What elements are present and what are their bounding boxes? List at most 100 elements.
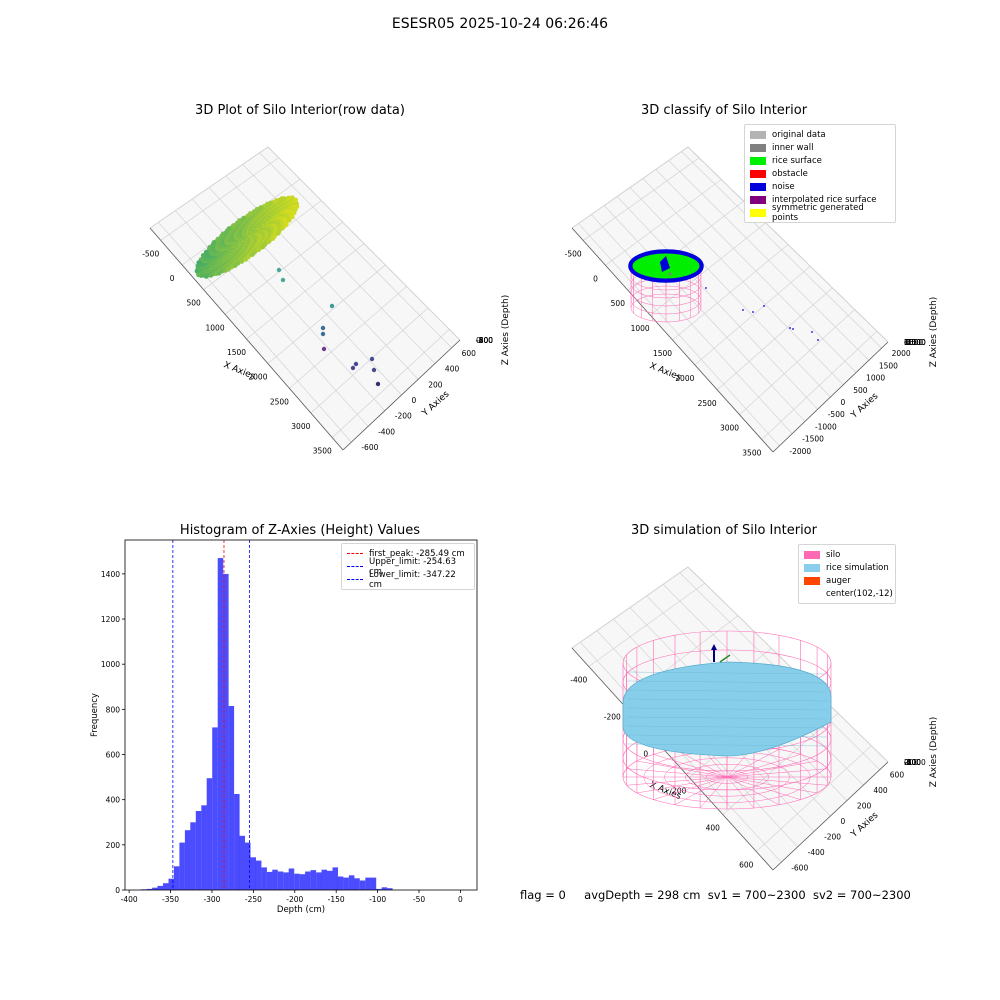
raw-point — [276, 197, 282, 203]
raw-point — [237, 234, 243, 240]
raw-point — [236, 240, 242, 246]
raw-point — [235, 233, 241, 239]
p4-y-tick: -200 — [824, 832, 841, 841]
raw-point — [266, 227, 271, 233]
silo-floor-ring — [643, 751, 811, 803]
y-tick-label: 1200 — [101, 615, 120, 624]
raw-point — [236, 226, 241, 232]
raw-point — [220, 241, 226, 247]
raw-point — [240, 252, 246, 258]
raw-point — [214, 257, 220, 263]
raw-point — [238, 258, 243, 264]
raw-point — [287, 208, 293, 214]
raw-point — [229, 254, 234, 260]
raw-point — [279, 206, 284, 211]
raw-point — [227, 249, 233, 255]
raw-point — [269, 235, 274, 241]
raw-point — [262, 207, 268, 213]
p4-y-axis-line — [772, 761, 889, 871]
raw-point — [262, 219, 268, 224]
raw-point — [243, 245, 249, 251]
raw-point — [256, 208, 262, 214]
raw-point — [241, 220, 247, 226]
raw-point — [206, 260, 212, 266]
raw-point — [215, 251, 221, 257]
raw-point — [279, 210, 285, 216]
raw-point — [231, 248, 237, 254]
raw-point — [233, 240, 238, 246]
p1-x-tick: 3500 — [313, 447, 332, 456]
p2-y-label: Y Axies — [849, 391, 881, 421]
raw-point — [291, 198, 296, 204]
raw-point — [287, 206, 292, 212]
legend-entry: rice simulation — [804, 561, 890, 574]
silo-ring — [622, 687, 832, 753]
raw-point — [211, 258, 217, 264]
raw-point — [255, 207, 261, 213]
raw-point — [210, 265, 216, 270]
p4-grid-y — [580, 641, 782, 863]
p4-pane-left — [572, 567, 688, 648]
raw-point — [270, 219, 276, 225]
raw-point — [258, 227, 263, 233]
raw-point — [211, 271, 217, 277]
raw-point — [248, 252, 253, 258]
p2-y-tick: 1000 — [866, 374, 885, 383]
raw-point — [250, 247, 256, 253]
raw-point — [263, 237, 269, 242]
raw-point — [223, 247, 229, 253]
raw-point — [219, 240, 225, 245]
p1-grid-y — [225, 175, 419, 380]
p1-z-tick: 0 — [476, 336, 481, 345]
raw-point — [220, 236, 226, 241]
raw-point — [253, 209, 258, 215]
noise-point — [792, 328, 794, 330]
y-tick-label: 800 — [106, 705, 121, 714]
raw-point — [231, 240, 237, 246]
p1-x-tick: 2500 — [270, 397, 289, 406]
legend-swatch — [804, 576, 820, 585]
p2-grid-x — [761, 330, 878, 440]
raw-point — [256, 235, 261, 241]
p4-z-tick: -400 — [904, 758, 921, 767]
raw-point — [289, 213, 295, 219]
legend-entry: inner wall — [750, 141, 890, 154]
histogram-bar — [157, 885, 163, 890]
raw-point — [231, 243, 236, 248]
raw-point — [260, 222, 266, 228]
p2-x-axis-line — [571, 227, 774, 453]
raw-point — [270, 208, 275, 214]
raw-point — [201, 272, 207, 278]
raw-point — [251, 239, 256, 245]
silo-floor-spoke — [626, 776, 728, 786]
p2-y-tick: 0 — [841, 398, 846, 407]
raw-point — [250, 219, 256, 224]
raw-point — [237, 258, 242, 263]
y-tick-label: 600 — [106, 751, 121, 760]
raw-point — [243, 247, 249, 253]
raw-point — [276, 209, 281, 214]
raw-point — [248, 214, 253, 220]
raw-point — [241, 256, 247, 262]
histogram-bar — [250, 857, 256, 890]
noise-point — [811, 331, 813, 333]
raw-point — [213, 271, 219, 276]
raw-point — [271, 227, 277, 233]
raw-point — [245, 220, 251, 226]
raw-point — [238, 220, 244, 226]
raw-point — [272, 232, 278, 238]
raw-point — [229, 230, 235, 236]
raw-point — [244, 232, 250, 238]
p2-grid-y — [616, 196, 818, 410]
raw-point — [207, 256, 213, 262]
x-tick-label: -100 — [369, 895, 386, 904]
histogram-bar — [255, 860, 262, 890]
raw-point — [272, 203, 277, 209]
raw-point — [229, 245, 235, 250]
silo-ring — [622, 706, 832, 772]
raw-point — [252, 215, 258, 220]
raw-point — [203, 263, 209, 269]
raw-point — [280, 216, 286, 222]
raw-point — [275, 205, 281, 210]
p2-x-tick: 3500 — [742, 449, 761, 458]
